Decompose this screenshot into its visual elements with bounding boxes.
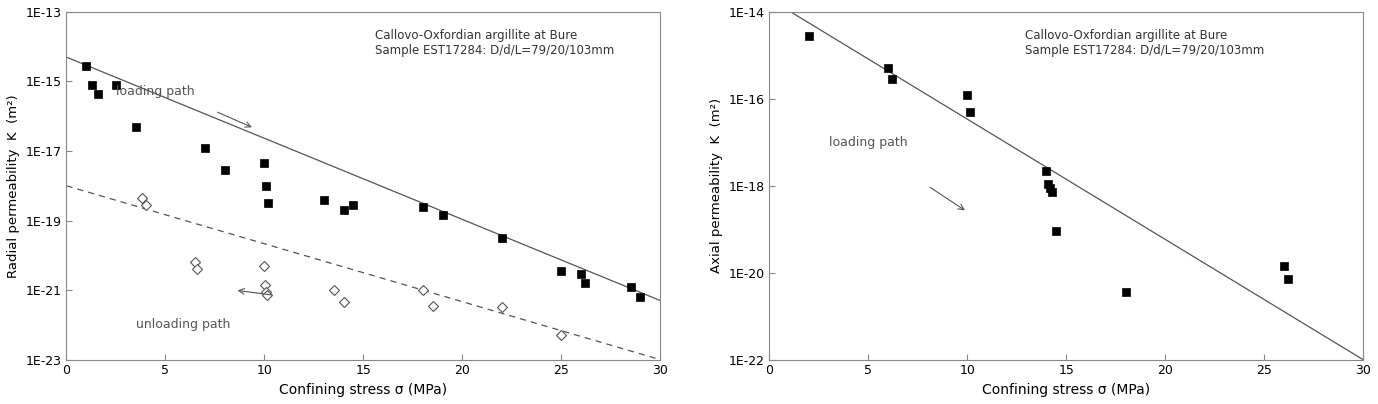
Text: loading path: loading path xyxy=(828,136,907,149)
Text: loading path: loading path xyxy=(116,85,194,99)
X-axis label: Confining stress σ (MPa): Confining stress σ (MPa) xyxy=(280,383,448,397)
Text: Callovo-Oxfordian argillite at Bure
Sample EST17284: D/d/L=79/20/103mm: Callovo-Oxfordian argillite at Bure Samp… xyxy=(1025,29,1264,57)
Text: unloading path: unloading path xyxy=(136,318,230,331)
Y-axis label: Radial permeability  K  (m²): Radial permeability K (m²) xyxy=(7,94,19,278)
Text: Callovo-Oxfordian argillite at Bure
Sample EST17284: D/d/L=79/20/103mm: Callovo-Oxfordian argillite at Bure Samp… xyxy=(375,29,615,57)
Y-axis label: Axial permeability  K  (m²): Axial permeability K (m²) xyxy=(710,98,723,274)
X-axis label: Confining stress σ (MPa): Confining stress σ (MPa) xyxy=(983,383,1151,397)
